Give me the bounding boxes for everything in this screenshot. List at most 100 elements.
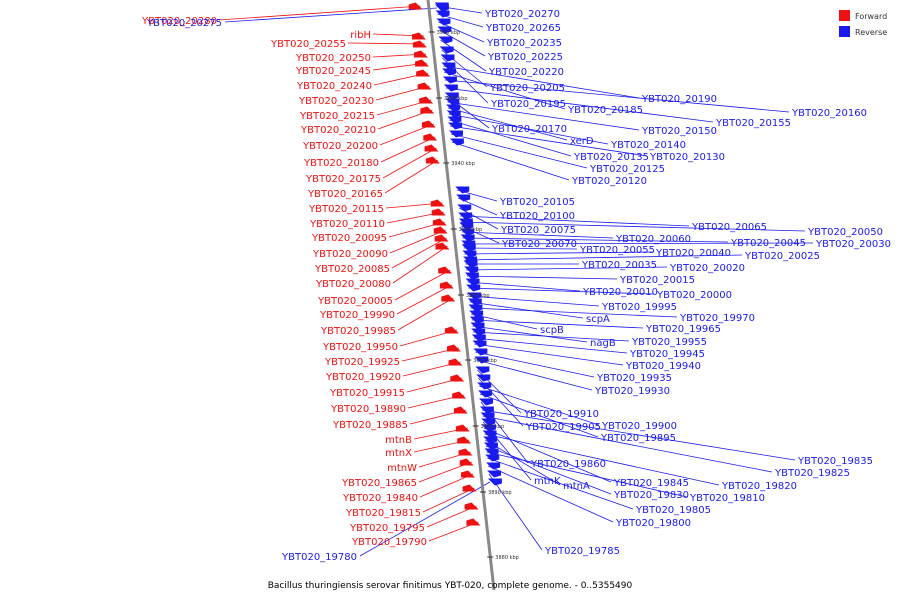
forward-gene-feature xyxy=(435,242,450,250)
reverse-gene-label: YBT020_19825 xyxy=(774,468,850,479)
reverse-callout-line xyxy=(440,39,487,72)
reverse-gene-feature xyxy=(442,76,457,84)
reverse-gene-label: YBT020_19810 xyxy=(689,493,765,504)
reverse-gene-feature xyxy=(487,470,502,478)
reverse-callout-line xyxy=(479,393,599,438)
forward-callout-line xyxy=(396,284,453,315)
reverse-callout-line xyxy=(473,337,628,354)
reverse-gene-label: YBT020_20185 xyxy=(567,105,643,116)
reverse-gene-label: YBT020_20050 xyxy=(807,227,883,238)
axis-tick-label: 3880 kbp xyxy=(495,555,519,561)
reverse-gene-label: YBT020_19910 xyxy=(523,409,599,420)
axis-tick-label: 3950 kbp xyxy=(444,96,468,102)
reverse-gene-feature xyxy=(446,104,461,112)
reverse-callout-line xyxy=(479,385,600,426)
reverse-callout-line xyxy=(475,351,595,378)
reverse-callout-line xyxy=(466,275,618,280)
legend-forward-label: Forward xyxy=(855,12,887,21)
axis-tick-label: 3910 kbp xyxy=(473,358,497,364)
reverse-gene-label: YBT020_20130 xyxy=(649,152,725,163)
forward-gene-feature xyxy=(461,470,476,478)
forward-gene-feature xyxy=(434,234,449,242)
reverse-callout-line xyxy=(359,481,491,557)
forward-gene-feature xyxy=(421,120,436,128)
forward-callout-line xyxy=(392,245,448,284)
axis-tick-label: 3930 kbp xyxy=(459,227,483,233)
forward-gene-feature xyxy=(458,448,473,456)
reverse-callout-line xyxy=(469,301,584,319)
forward-gene-label: YBT020_20210 xyxy=(300,125,376,136)
forward-gene-label: YBT020_20095 xyxy=(311,233,387,244)
reverse-gene-feature xyxy=(446,110,461,118)
reverse-gene-feature xyxy=(439,46,454,54)
reverse-gene-feature xyxy=(484,448,499,456)
forward-callout-line xyxy=(394,269,451,301)
reverse-callout-line xyxy=(439,29,486,57)
reverse-gene-feature xyxy=(441,62,456,70)
forward-gene-feature xyxy=(453,406,468,414)
reverse-gene-label: YBT020_19805 xyxy=(635,505,711,516)
reverse-gene-label: YBT020_20055 xyxy=(579,245,655,256)
reverse-gene-label: YBT020_20170 xyxy=(491,124,567,135)
reverse-gene-label: YBT020_19860 xyxy=(530,459,606,470)
reverse-gene-feature xyxy=(472,340,487,348)
forward-gene-feature xyxy=(439,281,454,289)
reverse-callout-line xyxy=(474,343,624,366)
forward-gene-label: YBT020_19990 xyxy=(319,310,395,321)
axis-tick-label: 3960 kbp xyxy=(437,30,461,36)
forward-gene-feature xyxy=(417,82,432,90)
reverse-gene-feature xyxy=(482,430,497,438)
reverse-gene-feature xyxy=(481,418,496,426)
legend: Forward Reverse xyxy=(839,10,887,37)
forward-gene-feature xyxy=(414,50,429,58)
genome-caption: Bacillus thuringiensis serovar finitimus… xyxy=(268,581,633,591)
reverse-gene-feature xyxy=(438,36,453,44)
reverse-callout-line xyxy=(459,207,499,230)
reverse-gene-label: YBT020_20045 xyxy=(730,238,806,249)
legend-forward-swatch xyxy=(839,10,850,21)
reverse-gene-label: YBT020_20100 xyxy=(499,211,575,222)
reverse-gene-feature xyxy=(448,130,463,138)
forward-callout-line xyxy=(380,136,436,163)
reverse-callout-line xyxy=(447,107,568,141)
reverse-callout-line xyxy=(468,287,655,295)
forward-gene-feature xyxy=(430,199,445,207)
reverse-gene-feature xyxy=(470,322,485,330)
forward-gene-feature xyxy=(459,458,474,466)
forward-callout-line xyxy=(384,159,439,194)
forward-gene-feature xyxy=(412,40,427,48)
forward-callout-line xyxy=(347,42,425,45)
reverse-gene-label: YBT020_20235 xyxy=(486,38,562,49)
reverse-gene-feature xyxy=(465,278,480,286)
forward-gene-label: YBT020_19950 xyxy=(322,342,398,353)
reverse-callout-line xyxy=(224,7,437,23)
reverse-gene-feature xyxy=(473,348,488,356)
forward-gene-label: YBT020_20175 xyxy=(305,174,381,185)
reverse-callout-line xyxy=(481,409,796,461)
reverse-callout-line xyxy=(447,101,640,131)
reverse-gene-label: YBT020_19780 xyxy=(281,552,357,563)
reverse-callout-line xyxy=(470,307,678,318)
reverse-gene-feature xyxy=(436,18,451,26)
reverse-gene-label: xerD xyxy=(570,136,594,147)
reverse-gene-label: YBT020_20125 xyxy=(589,164,665,175)
reverse-callout-line xyxy=(484,433,720,486)
forward-gene-feature xyxy=(448,358,463,366)
reverse-gene-label: YBT020_20075 xyxy=(500,225,576,236)
reverse-gene-label: YBT020_20190 xyxy=(641,94,717,105)
forward-gene-label: YBT020_20240 xyxy=(296,81,372,92)
reverse-gene-feature xyxy=(474,356,489,364)
reverse-callout-line xyxy=(445,87,714,123)
reverse-callout-line xyxy=(463,247,578,250)
forward-gene-feature xyxy=(416,69,431,77)
reverse-gene-feature xyxy=(456,194,471,202)
forward-gene-label: YBT020_20085 xyxy=(314,264,390,275)
reverse-gene-label: scpA xyxy=(586,314,610,325)
reverse-callout-line xyxy=(443,65,640,99)
reverse-gene-feature xyxy=(481,424,496,432)
reverse-gene-label: YBT020_20025 xyxy=(744,251,820,262)
forward-gene-label: YBT020_19920 xyxy=(325,372,401,383)
reverse-gene-label: YBT020_19835 xyxy=(797,456,873,467)
reverse-gene-feature xyxy=(471,328,486,336)
reverse-gene-feature xyxy=(464,266,479,274)
